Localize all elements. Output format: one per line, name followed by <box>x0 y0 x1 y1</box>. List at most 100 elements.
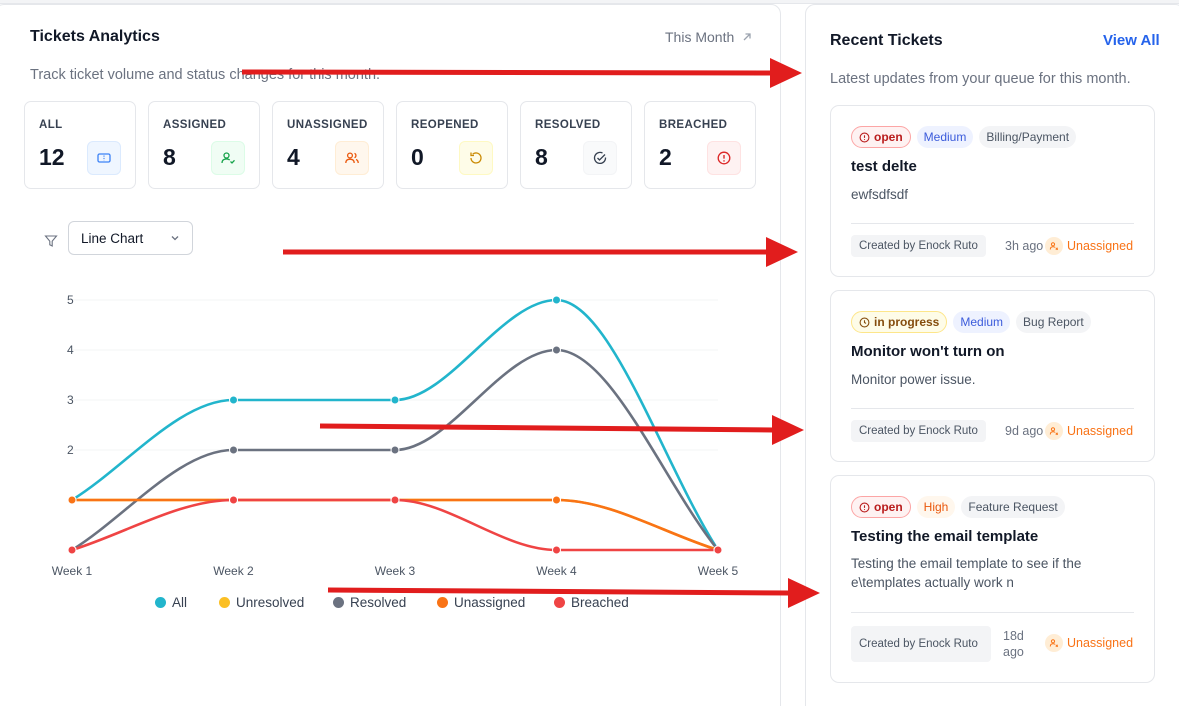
status-badge: open <box>851 126 911 148</box>
data-point-resolved[interactable] <box>229 445 238 455</box>
data-point-breached[interactable] <box>713 545 723 555</box>
ticket-description: Monitor power issue. <box>851 372 976 387</box>
alert-circle-icon <box>859 132 870 142</box>
data-point-resolved[interactable] <box>390 445 400 455</box>
ticket-card[interactable]: open Medium Billing/Payment test delte e… <box>830 105 1155 277</box>
legend-swatch <box>155 597 166 608</box>
divider <box>851 612 1134 613</box>
divider <box>851 223 1134 224</box>
ticket-description: Testing the email template to see if the… <box>851 556 1082 590</box>
legend-label: Breached <box>571 595 629 610</box>
y-tick-label: 5 <box>67 293 74 307</box>
assignee[interactable]: Unassigned <box>1045 634 1133 652</box>
created-by: Created by Enock Ruto <box>851 626 991 662</box>
legend-swatch <box>219 597 230 608</box>
y-tick-label: 4 <box>67 343 74 357</box>
legend-item-resolved[interactable]: Resolved <box>333 595 406 610</box>
assignee-text: Unassigned <box>1067 239 1134 253</box>
data-point-breached[interactable] <box>229 495 238 505</box>
data-point-all[interactable] <box>390 395 400 405</box>
priority-badge: High <box>916 496 956 518</box>
user-check-icon <box>211 141 245 175</box>
ticket-title: Testing the email template <box>851 528 1039 545</box>
ticket-title: test delte <box>851 158 917 175</box>
x-tick-label: Week 1 <box>52 564 93 578</box>
status-text: in progress <box>874 315 940 329</box>
analytics-title: Tickets Analytics <box>30 28 160 45</box>
x-tick-label: Week 5 <box>698 564 739 578</box>
stat-label: ALL <box>39 119 63 131</box>
stat-label: RESOLVED <box>535 119 601 131</box>
ticket-card[interactable]: open High Feature Request Testing the em… <box>830 475 1155 683</box>
filter-icon[interactable] <box>44 234 58 248</box>
chevron-down-icon <box>171 236 179 241</box>
divider <box>851 408 1134 409</box>
series-line-breached <box>71 498 718 552</box>
stat-card-resolved[interactable]: RESOLVED 8 <box>520 101 632 189</box>
data-point-all[interactable] <box>229 395 238 405</box>
series-line-resolved <box>71 348 720 552</box>
stat-value: 8 <box>163 144 176 170</box>
priority-badge: Medium <box>916 126 974 148</box>
stat-card-reopened[interactable]: REOPENED 0 <box>396 101 508 189</box>
chart-type-value: Line Chart <box>81 230 144 246</box>
data-point-unassigned[interactable] <box>552 495 561 505</box>
recent-title: Recent Tickets <box>830 32 943 49</box>
x-tick-label: Week 2 <box>213 564 254 578</box>
check-circle-icon <box>583 141 617 175</box>
stat-label: REOPENED <box>411 119 479 131</box>
chart-type-select[interactable]: Line Chart <box>68 221 193 255</box>
stat-card-unassigned[interactable]: UNASSIGNED 4 <box>272 101 384 189</box>
status-badge: in progress <box>851 311 948 333</box>
legend-item-unassigned[interactable]: Unassigned <box>437 595 525 610</box>
stat-value: 4 <box>287 144 300 170</box>
legend-item-breached[interactable]: Breached <box>554 595 629 610</box>
priority-badge: Medium <box>953 311 1011 333</box>
assignee[interactable]: Unassigned <box>1045 237 1133 255</box>
alert-circle-icon <box>859 502 870 512</box>
series-line-unresolved <box>71 498 719 552</box>
top-border <box>0 0 1179 4</box>
x-tick-label: Week 4 <box>536 564 577 578</box>
stat-value: 2 <box>659 144 672 170</box>
legend-swatch <box>437 597 448 608</box>
legend-label: All <box>172 595 188 610</box>
stat-label: ASSIGNED <box>163 119 227 131</box>
users-icon <box>335 141 369 175</box>
assignee[interactable]: Unassigned <box>1045 422 1133 440</box>
user-x-icon <box>1045 634 1063 652</box>
data-point-unassigned[interactable] <box>67 495 77 505</box>
stat-value: 8 <box>535 144 548 170</box>
stat-card-assigned[interactable]: ASSIGNED 8 <box>148 101 260 189</box>
series-line-unassigned <box>71 498 719 552</box>
period-selector[interactable]: This Month <box>665 29 752 45</box>
y-tick-label: 2 <box>67 443 74 457</box>
data-point-resolved[interactable] <box>552 345 561 355</box>
status-text: open <box>874 500 903 514</box>
alert-circle-icon <box>707 141 741 175</box>
stat-card-all[interactable]: ALL 12 <box>24 101 136 189</box>
ticket-icon <box>87 141 121 175</box>
legend-item-unresolved[interactable]: Unresolved <box>219 595 304 610</box>
assignee-text: Unassigned <box>1067 636 1134 650</box>
data-point-all[interactable] <box>552 295 561 305</box>
status-text: open <box>874 130 903 144</box>
ticket-card[interactable]: in progress Medium Bug Report Monitor wo… <box>830 290 1155 462</box>
stat-card-breached[interactable]: BREACHED 2 <box>644 101 756 189</box>
data-point-breached[interactable] <box>552 545 561 555</box>
created-by: Created by Enock Ruto <box>851 235 986 257</box>
data-point-breached[interactable] <box>390 495 400 505</box>
stat-value: 0 <box>411 144 424 170</box>
recent-subtitle: Latest updates from your queue for this … <box>830 71 1131 87</box>
legend-item-all[interactable]: All <box>155 595 187 610</box>
rotate-ccw-icon <box>459 141 493 175</box>
period-label: This Month <box>665 29 735 45</box>
stat-label: BREACHED <box>659 119 728 131</box>
ticket-description: ewfsdfsdf <box>851 187 909 202</box>
arrow-up-right-icon <box>743 33 751 41</box>
clock-icon <box>859 317 870 327</box>
category-badge: Bug Report <box>1016 311 1091 333</box>
data-point-breached[interactable] <box>67 545 77 555</box>
user-x-icon <box>1045 422 1063 440</box>
view-all-link[interactable]: View All <box>1103 32 1160 49</box>
